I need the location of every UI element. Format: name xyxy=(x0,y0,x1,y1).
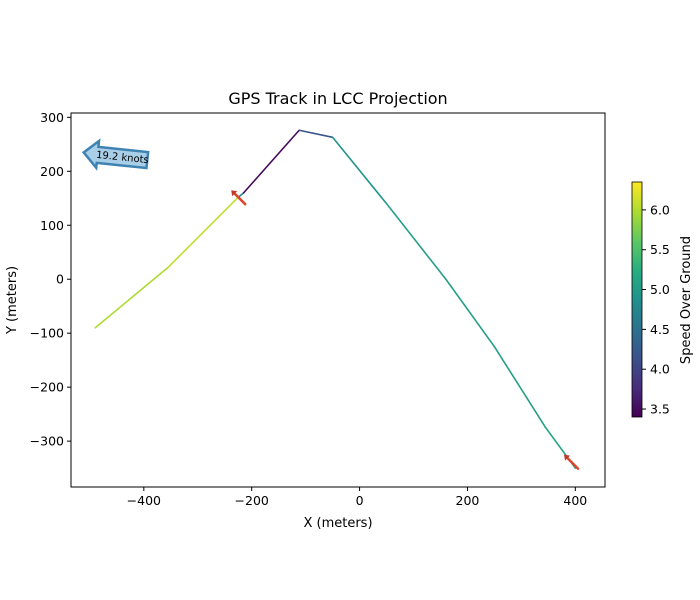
track-segment xyxy=(331,136,388,205)
x-tick-label: −400 xyxy=(127,493,161,508)
wind-speed-label: 19.2 knots xyxy=(96,150,150,166)
y-tick-label: 200 xyxy=(40,164,64,179)
track-segment xyxy=(298,129,334,139)
direction-arrows xyxy=(231,190,580,470)
track-segment xyxy=(94,266,169,329)
y-tick-label: 0 xyxy=(56,272,64,287)
track-segment xyxy=(242,129,300,194)
wind-arrow-icon xyxy=(81,138,150,171)
colorbar-gradient xyxy=(631,181,643,418)
chart-title: GPS Track in LCC Projection xyxy=(228,89,447,108)
x-tick-label: −200 xyxy=(235,493,269,508)
colorbar-tick-label: 3.5 xyxy=(650,402,670,417)
track-segment xyxy=(445,278,496,348)
heading-arrow-icon xyxy=(564,454,580,470)
y-axis: −300 −200 −100 0 100 200 300 xyxy=(30,110,71,449)
y-tick-label: 100 xyxy=(40,218,64,233)
track-segment xyxy=(493,345,547,429)
colorbar-ticks: 3.5 4.0 4.5 5.0 5.5 6.0 xyxy=(642,202,670,417)
track-segment xyxy=(167,196,240,269)
plot-frame xyxy=(70,112,606,488)
plot-area: −400 −200 0 200 400 −300 −200 −100 0 100 200 300 1… xyxy=(30,110,606,508)
x-tick-label: 200 xyxy=(456,493,480,508)
heading-arrow-icon xyxy=(231,190,247,206)
colorbar-tick-label: 5.0 xyxy=(650,282,670,297)
colorbar: 3.5 4.0 4.5 5.0 5.5 6.0 Speed Over Ground xyxy=(631,181,694,418)
colorbar-label: Speed Over Ground xyxy=(679,236,694,364)
colorbar-tick-label: 4.0 xyxy=(650,362,670,377)
y-tick-label: −300 xyxy=(30,434,64,449)
x-axis: −400 −200 0 200 400 xyxy=(127,487,587,508)
colorbar-tick-label: 6.0 xyxy=(650,202,670,217)
y-tick-label: 300 xyxy=(40,110,64,125)
y-axis-label: Y (meters) xyxy=(5,266,20,335)
x-axis-label: X (meters) xyxy=(303,516,372,531)
colorbar-tick-label: 4.5 xyxy=(650,322,670,337)
x-tick-label: 0 xyxy=(356,493,364,508)
y-tick-label: −100 xyxy=(30,326,64,341)
y-tick-label: −200 xyxy=(30,380,64,395)
colorbar-tick-label: 5.5 xyxy=(650,242,670,257)
track-segment xyxy=(385,202,447,281)
x-tick-label: 400 xyxy=(563,493,587,508)
wind-annotation: 19.2 knots xyxy=(81,138,150,171)
